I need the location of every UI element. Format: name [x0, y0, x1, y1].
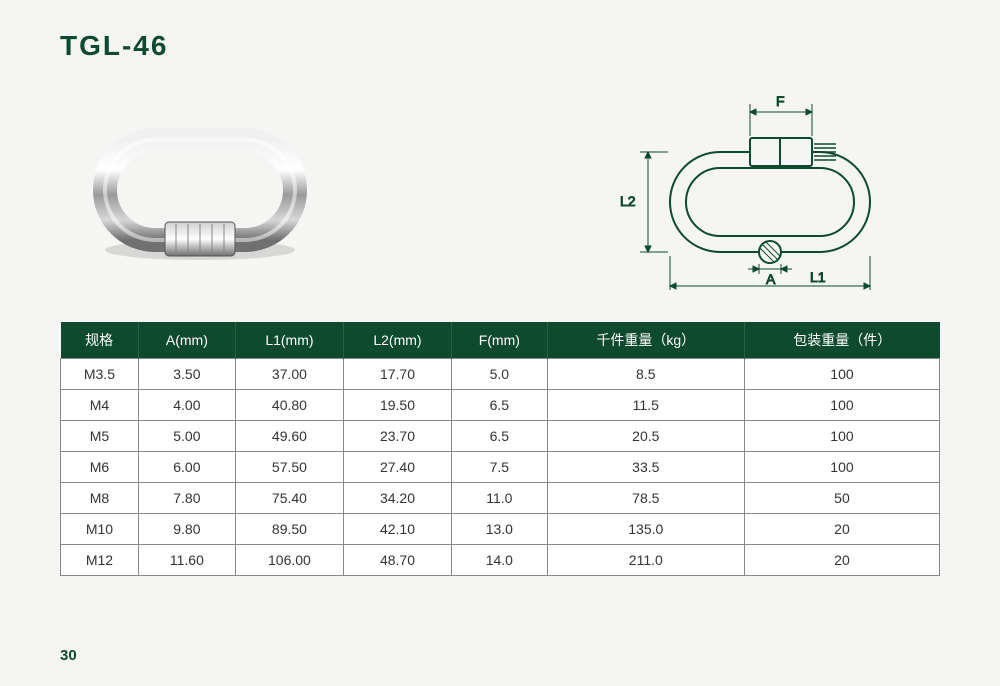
table-cell: 20.5	[547, 421, 744, 452]
table-row: M3.53.5037.0017.705.08.5100	[61, 359, 940, 390]
table-cell: M8	[61, 483, 139, 514]
table-cell: M10	[61, 514, 139, 545]
table-row: M55.0049.6023.706.520.5100	[61, 421, 940, 452]
table-cell: 11.5	[547, 390, 744, 421]
table-header-row: 规格A(mm)L1(mm)L2(mm)F(mm)千件重量（kg）包装重量（件）	[61, 322, 940, 359]
table-row: M66.0057.5027.407.533.5100	[61, 452, 940, 483]
table-cell: M4	[61, 390, 139, 421]
table-cell: 57.50	[235, 452, 343, 483]
table-cell: 100	[744, 359, 939, 390]
table-cell: 9.80	[138, 514, 235, 545]
table-header-cell: L2(mm)	[343, 322, 451, 359]
table-cell: 50	[744, 483, 939, 514]
table-cell: 48.70	[343, 545, 451, 576]
table-header-cell: A(mm)	[138, 322, 235, 359]
table-cell: 100	[744, 390, 939, 421]
table-cell: 75.40	[235, 483, 343, 514]
table-cell: 100	[744, 452, 939, 483]
table-cell: 3.50	[138, 359, 235, 390]
table-header-cell: F(mm)	[452, 322, 548, 359]
table-row: M1211.60106.0048.7014.0211.020	[61, 545, 940, 576]
table-cell: 4.00	[138, 390, 235, 421]
table-header-cell: 规格	[61, 322, 139, 359]
table-cell: 34.20	[343, 483, 451, 514]
table-cell: M5	[61, 421, 139, 452]
table-cell: 14.0	[452, 545, 548, 576]
dim-label-l2: L2	[620, 193, 636, 209]
table-body: M3.53.5037.0017.705.08.5100M44.0040.8019…	[61, 359, 940, 576]
table-cell: 40.80	[235, 390, 343, 421]
table-cell: M6	[61, 452, 139, 483]
table-cell: 5.0	[452, 359, 548, 390]
table-cell: 33.5	[547, 452, 744, 483]
table-cell: 7.5	[452, 452, 548, 483]
table-cell: M12	[61, 545, 139, 576]
table-header-cell: L1(mm)	[235, 322, 343, 359]
table-header-cell: 包装重量（件）	[744, 322, 939, 359]
page-number: 30	[60, 647, 77, 664]
table-cell: 49.60	[235, 421, 343, 452]
table-cell: 6.5	[452, 390, 548, 421]
table-cell: 106.00	[235, 545, 343, 576]
table-cell: 19.50	[343, 390, 451, 421]
table-cell: 11.0	[452, 483, 548, 514]
table-cell: 6.00	[138, 452, 235, 483]
dim-label-f: F	[776, 93, 785, 109]
product-photo	[70, 112, 330, 272]
table-cell: 211.0	[547, 545, 744, 576]
dim-label-l1: L1	[810, 269, 826, 285]
table-cell: 11.60	[138, 545, 235, 576]
table-cell: 42.10	[343, 514, 451, 545]
images-row: F L2 A L1	[60, 92, 940, 292]
table-cell: 13.0	[452, 514, 548, 545]
table-cell: M3.5	[61, 359, 139, 390]
dimension-diagram: F L2 A L1	[590, 92, 930, 292]
table-cell: 8.5	[547, 359, 744, 390]
table-header-cell: 千件重量（kg）	[547, 322, 744, 359]
table-cell: 37.00	[235, 359, 343, 390]
dim-label-a: A	[766, 271, 776, 287]
table-cell: 27.40	[343, 452, 451, 483]
table-cell: 135.0	[547, 514, 744, 545]
table-cell: 20	[744, 545, 939, 576]
table-row: M87.8075.4034.2011.078.550	[61, 483, 940, 514]
table-row: M44.0040.8019.506.511.5100	[61, 390, 940, 421]
table-cell: 17.70	[343, 359, 451, 390]
spec-table: 规格A(mm)L1(mm)L2(mm)F(mm)千件重量（kg）包装重量（件） …	[60, 322, 940, 576]
page-title: TGL-46	[60, 30, 940, 62]
table-cell: 23.70	[343, 421, 451, 452]
table-row: M109.8089.5042.1013.0135.020	[61, 514, 940, 545]
table-cell: 5.00	[138, 421, 235, 452]
table-cell: 78.5	[547, 483, 744, 514]
table-cell: 100	[744, 421, 939, 452]
table-cell: 6.5	[452, 421, 548, 452]
table-cell: 89.50	[235, 514, 343, 545]
table-cell: 20	[744, 514, 939, 545]
table-cell: 7.80	[138, 483, 235, 514]
